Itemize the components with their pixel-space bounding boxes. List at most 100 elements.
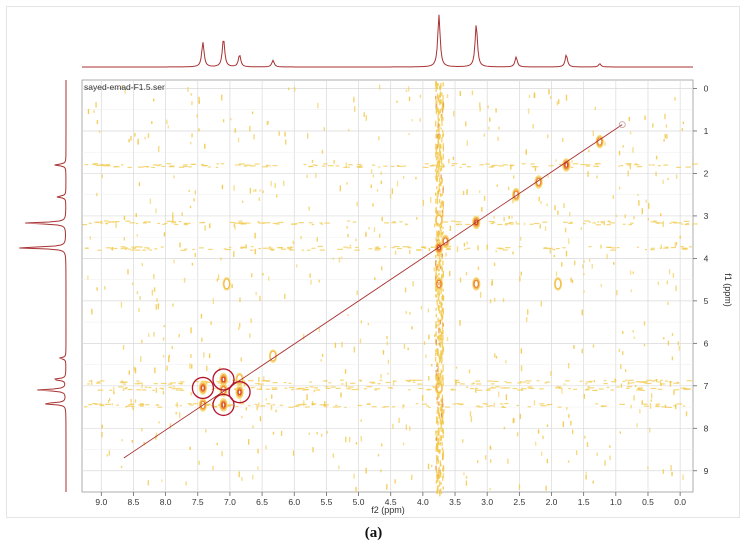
noise-streak-column <box>436 169 439 174</box>
noise-streak-row <box>399 221 403 223</box>
noise-contour <box>462 190 465 196</box>
noise-streak-column <box>442 350 444 355</box>
noise-streak-column <box>441 92 443 96</box>
noise-streak-row <box>374 388 381 390</box>
noise-contour <box>101 431 103 438</box>
noise-streak-row <box>393 380 397 382</box>
noise-streak-row <box>159 387 164 389</box>
noise-contour <box>155 435 157 440</box>
noise-streak-row <box>288 406 294 408</box>
noise-contour <box>503 216 505 222</box>
noise-streak-column <box>442 420 444 425</box>
noise-contour <box>468 369 471 374</box>
noise-streak-column <box>438 484 440 488</box>
contour-level <box>199 399 207 411</box>
noise-streak-row <box>683 248 689 250</box>
x-tick-label: 6.0 <box>288 497 300 507</box>
noise-contour <box>407 347 409 351</box>
noise-contour <box>380 171 382 176</box>
noise-contour <box>365 467 367 474</box>
noise-streak-column <box>438 234 440 238</box>
noise-contour <box>172 216 174 223</box>
noise-contour <box>162 355 165 358</box>
noise-contour <box>428 247 431 252</box>
y-tick-label: 8 <box>704 423 709 433</box>
noise-contour <box>333 159 335 164</box>
noise-streak-row <box>659 247 662 249</box>
noise-streak-row <box>472 382 476 384</box>
noise-streak-row <box>244 164 251 166</box>
noise-streak-row <box>616 246 620 249</box>
noise-streak-row <box>505 247 511 249</box>
x-axis-label: f2 (ppm) <box>371 505 405 515</box>
noise-streak-column <box>441 107 443 111</box>
noise-streak-column <box>435 445 437 452</box>
noise-streak-row <box>673 389 680 391</box>
noise-streak-row <box>610 249 616 251</box>
noise-streak-column <box>436 230 438 237</box>
noise-contour <box>553 254 556 258</box>
noise-contour <box>523 222 526 226</box>
noise-contour <box>141 427 143 432</box>
noise-contour <box>660 213 662 217</box>
noise-contour <box>539 224 541 229</box>
noise-contour <box>234 128 236 133</box>
noise-contour <box>365 115 367 121</box>
noise-streak-row <box>626 164 631 166</box>
x-tick-label: 3.0 <box>481 497 493 507</box>
noise-streak-row <box>114 221 120 223</box>
noise-streak-column <box>440 193 442 198</box>
noise-streak-column <box>436 144 438 149</box>
noise-streak-row <box>673 405 677 407</box>
noise-streak-column <box>438 171 440 175</box>
noise-contour <box>475 388 477 393</box>
noise-streak-row <box>269 248 275 251</box>
noise-streak-row <box>262 166 268 168</box>
noise-streak-column <box>439 442 442 446</box>
noise-streak-row <box>328 382 332 384</box>
noise-streak-column <box>440 115 443 122</box>
noise-streak-column <box>438 382 440 388</box>
noise-contour <box>317 102 319 109</box>
noise-contour <box>537 429 540 434</box>
noise-streak-row <box>359 380 362 382</box>
noise-contour <box>141 383 143 389</box>
highlight-circle <box>212 368 235 391</box>
noise-contour <box>428 334 430 340</box>
noise-contour <box>377 454 380 457</box>
noise-streak-row <box>260 405 263 407</box>
contour-level <box>436 243 442 252</box>
noise-contour <box>360 419 362 422</box>
noise-streak-column <box>435 480 437 484</box>
noise-streak-row <box>491 386 494 389</box>
noise-contour <box>200 313 203 319</box>
noise-contour <box>519 236 522 241</box>
noise-streak-row <box>305 386 309 389</box>
noise-streak-row <box>402 246 407 248</box>
noise-contour <box>545 485 547 491</box>
noise-contour <box>216 442 218 446</box>
noise-contour <box>655 171 657 177</box>
noise-streak-row <box>225 405 232 407</box>
noise-streak-column <box>437 82 439 87</box>
noise-streak-row <box>459 166 462 168</box>
noise-contour <box>302 333 305 340</box>
noise-contour <box>486 244 488 250</box>
noise-contour <box>466 189 468 195</box>
noise-streak-row <box>466 247 471 249</box>
noise-streak-row <box>295 404 301 406</box>
noise-streak-row <box>455 221 462 223</box>
noise-streak-column <box>437 352 439 357</box>
noise-contour <box>420 306 423 310</box>
noise-contour <box>565 250 568 257</box>
noise-contour <box>178 333 180 338</box>
noise-streak-row <box>648 164 652 166</box>
noise-streak-row <box>368 403 371 405</box>
noise-streak-row <box>216 163 220 165</box>
noise-contour <box>665 124 668 128</box>
noise-contour <box>191 101 193 106</box>
noise-streak-row <box>579 380 583 382</box>
noise-contour <box>421 394 424 401</box>
noise-streak-column <box>438 161 440 167</box>
noise-streak-column <box>439 418 442 425</box>
